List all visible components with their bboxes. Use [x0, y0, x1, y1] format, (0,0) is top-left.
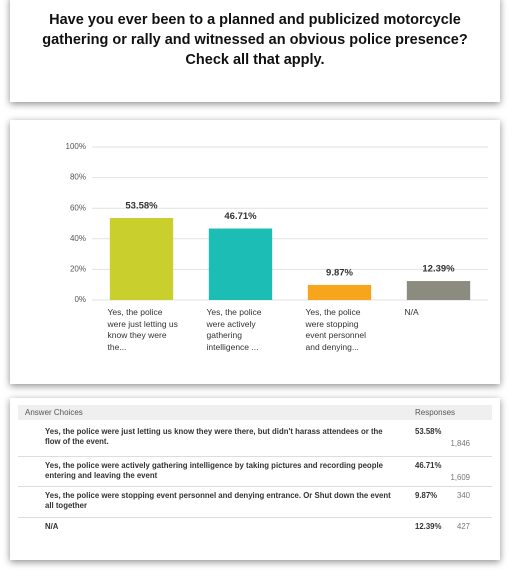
bar — [307, 284, 372, 300]
bar — [109, 218, 174, 300]
chart-title: Have you ever been to a planned and publ… — [42, 12, 468, 68]
y-tick-label: 60% — [70, 203, 86, 212]
response-percent: 53.58% — [415, 427, 442, 436]
x-tick-label: Yes, the police were actively gathering … — [206, 307, 262, 352]
response-count: 1,846 — [450, 439, 470, 448]
y-tick-label: 80% — [70, 173, 86, 182]
response-percent: 12.39% — [415, 522, 442, 531]
response-percent: 9.87% — [415, 491, 438, 500]
answer-choice: Yes, the police were actively gathering … — [45, 461, 383, 480]
x-tick-label: N/A — [404, 307, 419, 317]
x-tick-label: Yes, the police were just letting us kno… — [107, 307, 178, 352]
bar — [406, 281, 471, 300]
row-separator — [18, 456, 492, 457]
y-tick-label: 100% — [66, 142, 86, 151]
value-label: 53.58% — [125, 201, 158, 212]
value-label: 12.39% — [422, 264, 455, 275]
y-tick-label: 40% — [70, 234, 86, 243]
x-tick-label: Yes, the police were stopping event pers… — [305, 307, 367, 352]
bar — [208, 228, 273, 300]
y-tick-label: 0% — [74, 295, 86, 304]
table-header — [18, 405, 492, 420]
response-count: 427 — [456, 522, 470, 531]
value-label: 9.87% — [326, 267, 353, 278]
answer-choice: N/A — [45, 522, 59, 531]
row-separator — [18, 486, 492, 487]
y-tick-label: 20% — [70, 265, 86, 274]
header-choices: Answer Choices — [25, 408, 83, 417]
response-count: 1,609 — [450, 473, 470, 482]
response-percent: 46.71% — [415, 461, 442, 470]
header-responses: Responses — [415, 408, 456, 417]
answer-choice: Yes, the police were stopping event pers… — [45, 491, 391, 510]
table-card — [10, 398, 500, 560]
response-count: 340 — [456, 491, 470, 500]
title-card — [10, 0, 500, 102]
row-separator — [18, 517, 492, 518]
value-label: 46.71% — [224, 211, 257, 222]
answer-choice: Yes, the police were just letting us kno… — [45, 427, 383, 446]
